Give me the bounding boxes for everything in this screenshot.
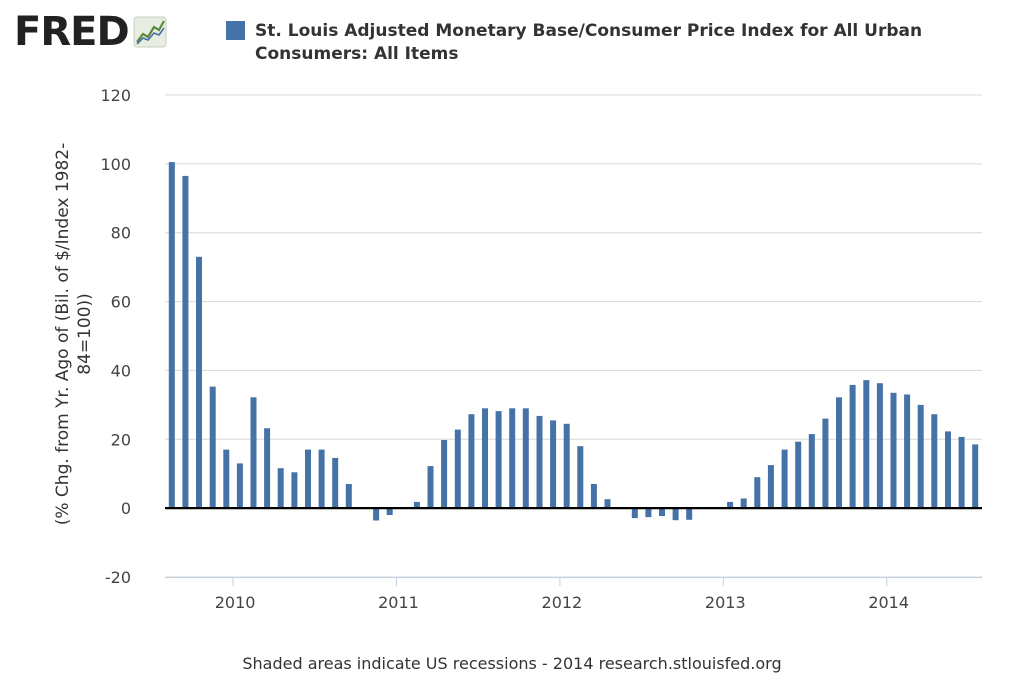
y-tick-label: 20 — [111, 430, 131, 449]
bar[interactable] — [277, 468, 284, 509]
line-chart-icon — [133, 16, 167, 48]
footer-note: Shaded areas indicate US recessions - 20… — [242, 654, 782, 673]
bar[interactable] — [441, 440, 448, 509]
bar[interactable] — [808, 434, 815, 509]
bar[interactable] — [209, 386, 216, 509]
bar[interactable] — [945, 431, 951, 509]
bar[interactable] — [904, 394, 911, 509]
bar[interactable] — [182, 175, 189, 509]
y-tick-label: 40 — [111, 361, 131, 380]
bar[interactable] — [604, 499, 611, 509]
y-tick-label: 0 — [121, 499, 131, 518]
fred-logo[interactable]: FRED — [14, 8, 167, 56]
x-tick-label: 2014 — [868, 593, 909, 612]
bar[interactable] — [577, 446, 584, 509]
bar[interactable] — [727, 501, 734, 509]
bar[interactable] — [318, 449, 325, 509]
bar[interactable] — [250, 397, 257, 509]
bar[interactable] — [931, 414, 938, 509]
bar[interactable] — [836, 397, 842, 509]
bar[interactable] — [822, 418, 829, 509]
bar[interactable] — [305, 449, 311, 509]
x-tick-label: 2012 — [542, 593, 583, 612]
bar[interactable] — [672, 508, 679, 521]
bar[interactable] — [686, 508, 693, 520]
bar[interactable] — [767, 465, 774, 509]
legend-label: St. Louis Adjusted Monetary Base/Consume… — [255, 21, 923, 64]
y-axis-label-line: (% Chg. from Yr. Ago of (Bil. of $/Index… — [53, 143, 73, 526]
bar[interactable] — [645, 508, 652, 518]
bar[interactable] — [196, 256, 202, 509]
bar[interactable] — [781, 449, 788, 509]
bar[interactable] — [373, 508, 380, 521]
bar[interactable] — [849, 384, 856, 509]
bar[interactable] — [740, 498, 747, 509]
legend-swatch — [226, 21, 245, 40]
bar[interactable] — [958, 436, 965, 509]
bar[interactable] — [590, 484, 597, 509]
bar[interactable] — [754, 477, 761, 509]
bar[interactable] — [917, 404, 924, 509]
bars — [168, 162, 979, 521]
bar[interactable] — [631, 508, 638, 519]
bar[interactable] — [509, 408, 516, 509]
bar[interactable] — [495, 411, 502, 509]
x-axis-ticks: 2010 2011 2012 2013 2014 — [215, 577, 909, 612]
bar[interactable] — [332, 457, 339, 509]
y-axis-label-line: 84=100)) — [75, 293, 95, 375]
bar[interactable] — [522, 408, 529, 509]
bar[interactable] — [482, 408, 488, 509]
fred-logo-text: FRED — [14, 9, 130, 55]
bar[interactable] — [863, 380, 870, 509]
y-tick-label: 120 — [100, 86, 131, 105]
bar[interactable] — [659, 508, 665, 516]
bar[interactable] — [795, 441, 802, 509]
bar[interactable] — [236, 463, 243, 509]
bar[interactable] — [563, 423, 570, 509]
y-tick-label: -20 — [105, 568, 131, 587]
legend: St. Louis Adjusted Monetary Base/Consume… — [226, 20, 966, 66]
y-tick-label: 100 — [100, 155, 131, 174]
y-axis-ticks: 120 100 80 60 40 20 0 -20 — [100, 86, 131, 587]
bar[interactable] — [386, 508, 393, 515]
bar[interactable] — [536, 415, 543, 509]
bar[interactable] — [168, 162, 175, 509]
bar[interactable] — [876, 383, 883, 509]
y-tick-label: 60 — [111, 293, 131, 312]
bar[interactable] — [413, 501, 420, 509]
y-axis-label: (% Chg. from Yr. Ago of (Bil. of $/Index… — [53, 143, 95, 526]
bar[interactable] — [468, 414, 475, 509]
bar[interactable] — [972, 444, 979, 509]
x-tick-label: 2010 — [215, 593, 256, 612]
bar[interactable] — [890, 392, 897, 509]
y-tick-label: 80 — [111, 224, 131, 243]
bar[interactable] — [345, 484, 352, 509]
grid-lines — [165, 94, 982, 578]
x-tick-label: 2011 — [378, 593, 419, 612]
bar[interactable] — [550, 420, 557, 509]
x-tick-label: 2013 — [705, 593, 746, 612]
bar[interactable] — [427, 466, 434, 509]
bar[interactable] — [291, 472, 298, 509]
bar[interactable] — [223, 449, 230, 509]
bar[interactable] — [454, 429, 461, 509]
bar[interactable] — [264, 428, 271, 509]
